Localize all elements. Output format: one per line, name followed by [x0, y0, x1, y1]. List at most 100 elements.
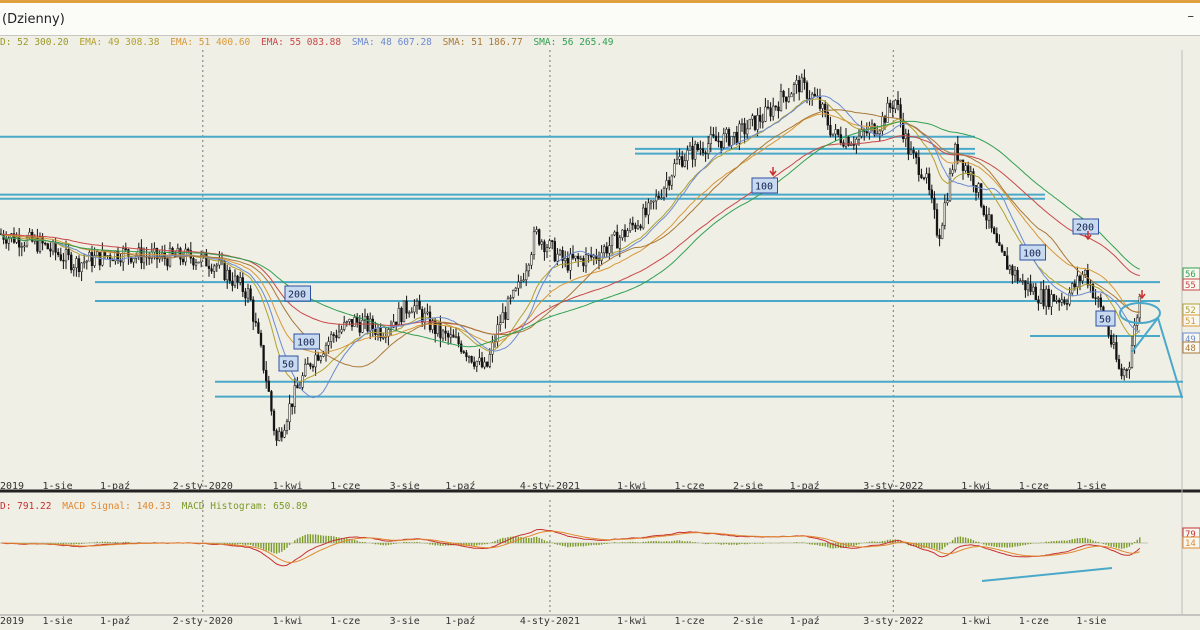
candle-body: [434, 320, 437, 334]
candle-body: [20, 246, 23, 248]
candle-body: [465, 352, 468, 358]
candle-body: [1078, 275, 1082, 282]
candle-body: [925, 173, 928, 179]
candle-body: [1003, 251, 1006, 256]
candle-body: [1047, 288, 1050, 307]
candle-body: [990, 214, 993, 229]
candle-body: [275, 430, 278, 441]
candle-body: [675, 158, 679, 164]
candle-body: [57, 252, 60, 255]
candle-body: [519, 280, 523, 283]
candle-body: [673, 163, 676, 177]
candle-body: [1013, 269, 1017, 276]
candle-body: [410, 311, 413, 314]
candle-body: [527, 264, 530, 272]
candle-body: [504, 312, 507, 320]
candle-body: [709, 134, 712, 144]
candle-body: [200, 254, 203, 263]
candle-body: [88, 252, 91, 262]
candle-body: [187, 248, 190, 251]
candle-body: [124, 248, 127, 250]
candle-body: [436, 323, 439, 334]
candle-body: [652, 200, 655, 203]
ma-label-box: [1095, 310, 1116, 327]
candle-body: [803, 77, 806, 83]
ma-label-text: 50: [1099, 315, 1111, 326]
candle-body: [782, 91, 785, 98]
candle-body: [142, 255, 146, 264]
candle-body: [1110, 335, 1113, 345]
x-tick-label: 2019: [0, 481, 24, 492]
candle-body: [686, 149, 689, 161]
candle-body: [743, 123, 746, 135]
price-axis-tag: [1182, 314, 1200, 327]
ma-label-box: [278, 355, 299, 372]
candle-body: [678, 156, 681, 160]
legend-sma-3: SMA: 56 265.49: [533, 37, 614, 48]
candle-body: [179, 248, 182, 260]
ma-label-box: [1019, 244, 1046, 261]
candle-body: [213, 265, 216, 272]
ema-80-line: [0, 135, 1140, 335]
candle-body: [514, 287, 517, 291]
candle-body: [1055, 299, 1058, 302]
candle-body: [730, 136, 733, 146]
candle-body: [311, 366, 315, 368]
candle-body: [340, 329, 343, 333]
legend-price: D: 52 300.20: [0, 37, 69, 48]
x-tick-label: 1-kwi: [273, 481, 303, 492]
candle-body: [296, 385, 299, 389]
candle-body: [569, 253, 572, 271]
candle-body: [647, 202, 650, 216]
candle-body: [954, 144, 957, 171]
candle-body: [348, 319, 351, 322]
candle-body: [912, 149, 915, 154]
candle-body: [790, 93, 793, 98]
candle-body: [993, 227, 996, 234]
candle-body: [285, 421, 289, 431]
candle-body: [7, 237, 10, 244]
candle-body: [343, 322, 346, 330]
x-tick-label: 1-paź: [445, 480, 475, 492]
candle-body: [577, 255, 580, 260]
candle-body: [197, 261, 200, 264]
candle-body: [228, 269, 231, 282]
legend-sma-2: SMA: 51 186.77: [442, 37, 523, 48]
candle-body: [738, 123, 741, 144]
candle-body: [460, 343, 463, 352]
candle-body: [629, 222, 632, 231]
candle-body: [613, 231, 616, 236]
candle-body: [722, 133, 725, 148]
candle-body: [257, 322, 260, 334]
candle-body: [1071, 283, 1074, 294]
candle-body: [77, 258, 81, 272]
candle-body: [252, 299, 255, 322]
candle-body: [262, 345, 265, 371]
x-tick-label: 1-cze: [1019, 481, 1049, 492]
candle-body: [735, 131, 738, 144]
candle-body: [847, 136, 850, 146]
candle-body: [553, 241, 556, 262]
candle-body: [210, 268, 213, 272]
price-panel: [0, 50, 1200, 480]
candle-body: [844, 136, 848, 147]
candle-body: [431, 320, 434, 330]
candle-body: [51, 242, 55, 252]
x-tick-label: 1-paź: [790, 480, 820, 492]
legend-ema-1: EMA: 49 308.38: [79, 37, 160, 48]
candle-body: [1042, 289, 1045, 307]
candle-body: [447, 332, 450, 338]
candle-body: [486, 361, 489, 367]
candle-body: [415, 301, 419, 307]
candle-body: [233, 275, 237, 286]
minimize-button[interactable]: –: [1187, 9, 1195, 24]
candle-body: [616, 231, 619, 249]
candle-body: [805, 82, 809, 99]
candle-body: [574, 255, 577, 259]
candle-body: [1136, 317, 1139, 326]
candle-body: [64, 248, 68, 262]
candle-body: [943, 202, 946, 226]
ma-label-box: [293, 333, 320, 350]
